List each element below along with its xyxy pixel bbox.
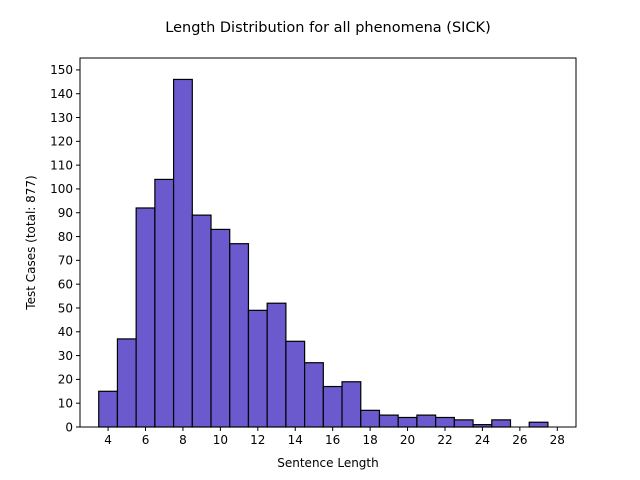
x-tick-label: 6 (142, 433, 150, 447)
bar-19 (378, 414, 399, 428)
y-tick-label: 130 (50, 111, 73, 125)
x-tick-label: 4 (104, 433, 112, 447)
x-tick-label: 12 (250, 433, 265, 447)
y-tick-label: 60 (58, 277, 73, 291)
bar-11 (229, 243, 250, 428)
bar-4 (98, 390, 119, 428)
bar-18 (360, 409, 381, 428)
bar-14 (285, 340, 306, 428)
bar-23 (453, 419, 474, 428)
bars-group (98, 78, 549, 428)
y-axis-label: Test Cases (total: 877) (24, 175, 38, 310)
x-tick-label: 24 (475, 433, 490, 447)
bar-21 (416, 414, 437, 428)
bar-22 (435, 416, 455, 428)
bar-12 (247, 309, 268, 428)
x-tick-label: 22 (437, 433, 452, 447)
bar-17 (341, 381, 362, 428)
x-tick-label: 26 (512, 433, 527, 447)
y-tick-label: 40 (58, 325, 73, 339)
bar-8 (172, 78, 193, 428)
bar-27 (528, 421, 549, 428)
y-tick-label: 20 (58, 373, 73, 387)
y-tick-label: 100 (50, 182, 73, 196)
bar-16 (322, 385, 343, 428)
y-tick-label: 150 (50, 63, 73, 77)
plot-frame (79, 57, 577, 428)
bar-10 (210, 228, 231, 428)
y-tick-label: 110 (50, 158, 73, 172)
y-tick-label: 120 (50, 135, 73, 149)
y-tick-label: 50 (58, 301, 73, 315)
x-tick-label: 8 (179, 433, 187, 447)
y-tick-label: 140 (50, 87, 73, 101)
y-axis-ticks: 0 10 20 30 40 50 60 70 80 90 100 110 120 130 140 150 (50, 63, 80, 434)
y-tick-label: 90 (58, 206, 73, 220)
x-tick-label: 28 (550, 433, 565, 447)
y-tick-label: 0 (65, 420, 73, 434)
chart-title: Length Distribution for all phenomena (S… (165, 20, 490, 36)
y-tick-label: 80 (58, 230, 73, 244)
bar-15 (304, 362, 324, 428)
y-tick-label: 30 (58, 349, 73, 363)
bar-25 (491, 419, 512, 428)
x-tick-label: 10 (213, 433, 228, 447)
bar-20 (397, 416, 418, 428)
x-axis-ticks: 4 6 8 10 12 14 16 18 20 22 24 26 28 (104, 427, 565, 447)
y-tick-label: 70 (58, 254, 73, 268)
bar-5 (116, 338, 137, 428)
bar-6 (135, 207, 156, 428)
x-tick-label: 14 (288, 433, 303, 447)
x-tick-label: 18 (362, 433, 377, 447)
x-axis-label: Sentence Length (277, 456, 378, 470)
bar-13 (266, 302, 287, 428)
x-tick-label: 16 (325, 433, 340, 447)
y-tick-label: 10 (58, 396, 73, 410)
x-tick-label: 20 (400, 433, 415, 447)
bar-7 (154, 178, 175, 428)
bar-9 (191, 214, 212, 428)
